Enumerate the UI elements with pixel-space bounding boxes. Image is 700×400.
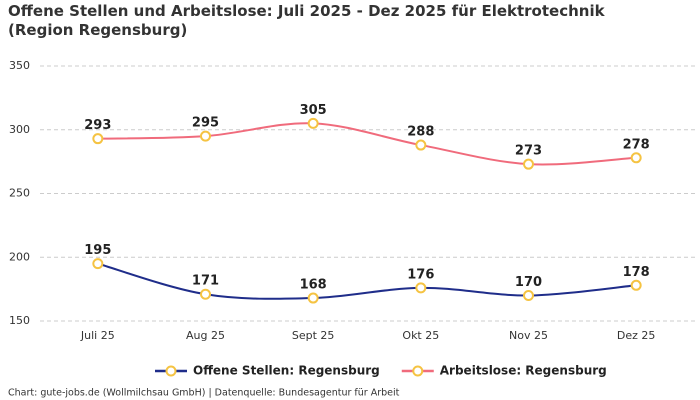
- value-label: 178: [623, 265, 650, 280]
- value-label: 171: [192, 274, 219, 289]
- marker: [523, 158, 534, 170]
- legend-marker: [412, 365, 424, 377]
- value-label: 293: [84, 118, 111, 133]
- value-label: 295: [192, 116, 219, 131]
- marker: [630, 279, 642, 291]
- marker: [200, 288, 211, 300]
- y-tick-label: 200: [9, 250, 30, 263]
- x-tick-label: Juli 25: [80, 329, 115, 342]
- value-label: 278: [623, 137, 650, 152]
- marker: [415, 139, 427, 151]
- marker: [200, 130, 211, 142]
- legend-label: Offene Stellen: Regensburg: [193, 364, 380, 378]
- marker: [307, 117, 319, 129]
- marker: [92, 133, 104, 145]
- x-tick-label: Nov 25: [509, 329, 548, 342]
- value-label: 195: [84, 243, 111, 258]
- series-line: [97, 122, 637, 166]
- footer: Chart: gute-jobs.de (Wollmilchsau GmbH) …: [8, 388, 400, 399]
- marker: [415, 282, 427, 294]
- value-label: 305: [300, 103, 327, 118]
- series-line: [97, 262, 637, 300]
- marker: [92, 258, 104, 270]
- x-tick-label: Dez 25: [617, 329, 656, 342]
- x-tick-label: Aug 25: [186, 329, 225, 342]
- chart-title: Offene Stellen und Arbeitslose: Juli 202…: [8, 2, 605, 39]
- marker: [630, 152, 642, 164]
- y-tick-label: 250: [9, 187, 30, 200]
- value-label: 168: [300, 278, 327, 293]
- y-tick-label: 150: [9, 314, 30, 327]
- x-tick-label: Okt 25: [402, 329, 439, 342]
- legend-label: Arbeitslose: Regensburg: [440, 364, 607, 378]
- y-tick-label: 350: [9, 59, 30, 72]
- marker: [307, 292, 319, 304]
- legend-marker: [165, 365, 177, 377]
- value-label: 273: [515, 144, 542, 159]
- x-tick-label: Sept 25: [292, 329, 335, 342]
- value-label: 288: [407, 125, 434, 140]
- y-tick-label: 300: [9, 123, 30, 136]
- value-label: 170: [515, 275, 542, 290]
- marker: [523, 290, 534, 301]
- value-label: 176: [407, 267, 434, 282]
